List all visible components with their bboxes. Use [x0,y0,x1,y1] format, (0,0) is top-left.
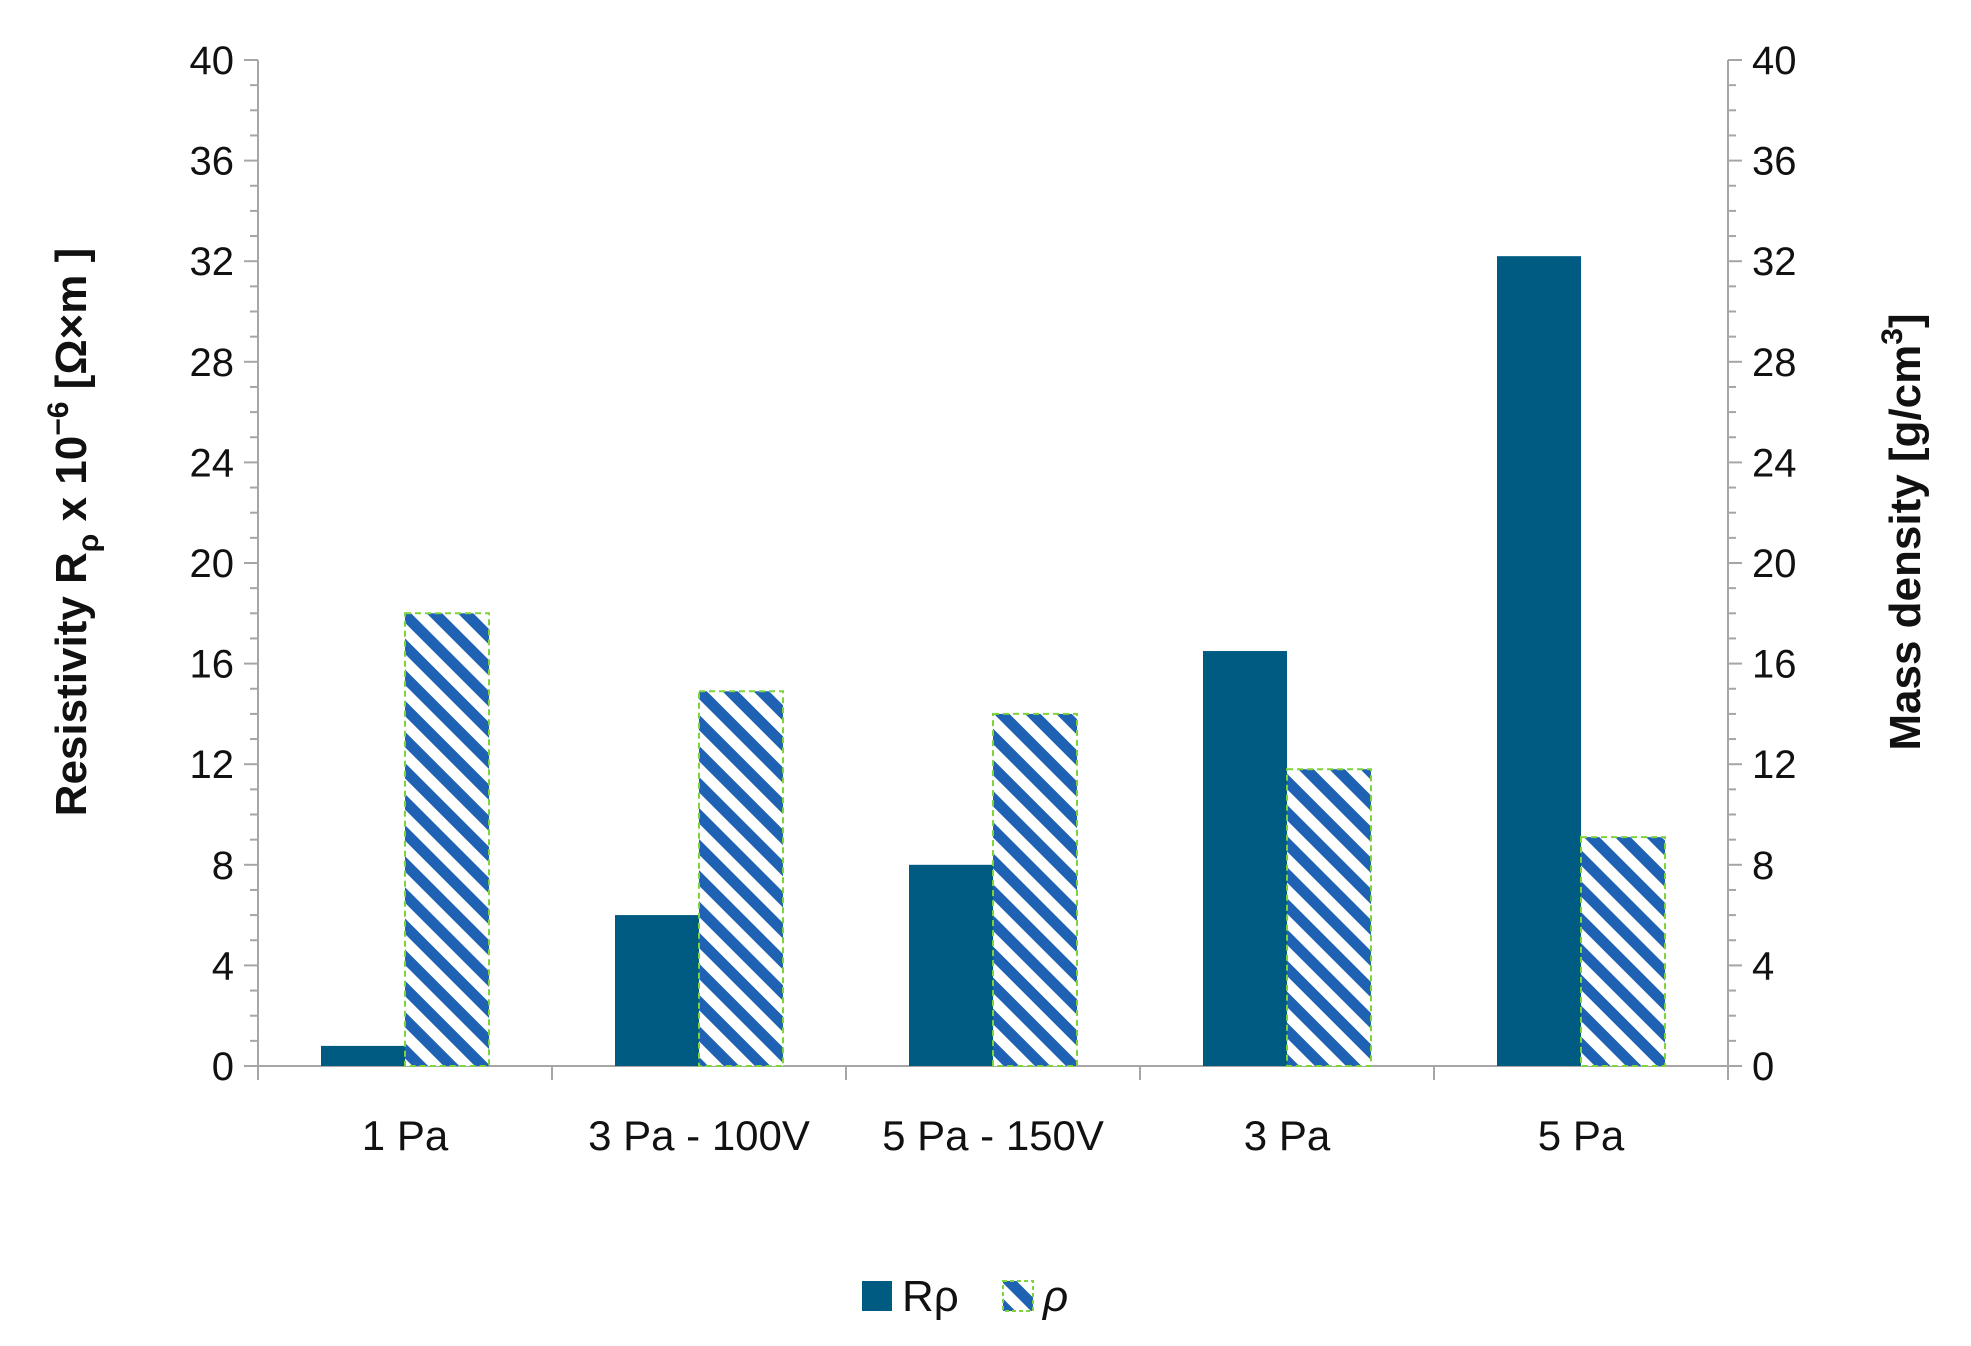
right-y-tick-label: 0 [1752,1045,1774,1089]
y-axis-title-superscript: −6 [42,402,75,436]
y-axis-right-title-close: ] [1881,313,1930,328]
left-y-tick-label: 36 [190,140,235,184]
y-axis-title-middle: x 10 [47,436,96,534]
legend-swatch-r-rho [862,1281,892,1311]
left-y-ticks: 0 4 8 12 16 20 24 28 32 36 40 [190,39,235,1089]
legend: Rρ ρ [862,1272,1068,1321]
left-y-tick-label: 40 [190,39,235,83]
bar-r-rho [1497,256,1581,1066]
x-category-label: 3 Pa - 100V [588,1112,810,1159]
y-axis-title-main: Resistivity R [47,552,96,816]
y-axis-right-title-main: Mass density [g/cm [1881,345,1930,751]
right-y-tick-label: 12 [1752,743,1797,787]
x-category-label: 5 Pa - 150V [882,1112,1104,1159]
right-y-tick-label: 36 [1752,140,1797,184]
left-y-tick-label: 8 [212,844,234,888]
right-y-tick-label: 8 [1752,844,1774,888]
y-axis-title-subscript: ρ [72,534,105,553]
legend-swatch-rho [1002,1280,1034,1312]
bar-r-rho [1203,651,1287,1066]
y-axis-title-unit: [Ω×m ] [47,248,96,402]
category-labels: 1 Pa 3 Pa - 100V 5 Pa - 150V 3 Pa 5 Pa [362,1112,1625,1159]
bar-rho [404,612,490,1067]
legend-label-r-rho: Rρ [902,1272,959,1321]
bar-r-rho [615,915,699,1066]
right-y-tick-label: 32 [1752,240,1797,284]
y-axis-right-title-superscript: 3 [1876,328,1909,345]
y-axis-title-right: Mass density [g/cm3] [1876,313,1930,750]
left-y-tick-label: 20 [190,542,235,586]
right-y-tick-label: 20 [1752,542,1797,586]
bar-rho [698,690,784,1067]
x-category-label: 1 Pa [362,1112,449,1159]
left-y-tick-label: 28 [190,341,235,385]
left-y-tick-label: 0 [212,1045,234,1089]
right-y-tick-label: 24 [1752,441,1797,485]
bar-rho [1580,836,1666,1068]
y-axis-title-left: Resistivity Rρ x 10−6 [Ω×m ] [42,248,105,817]
bars [321,256,1666,1068]
bar-r-rho [909,864,993,1066]
bar-r-rho [321,1045,405,1066]
x-category-label: 3 Pa [1244,1112,1331,1159]
left-y-tick-label: 4 [212,944,234,988]
bar-rho [1286,768,1372,1067]
legend-label-rho: ρ [1041,1272,1068,1321]
left-y-tick-label: 16 [190,643,235,687]
right-y-tick-label: 16 [1752,643,1797,687]
x-category-label: 5 Pa [1538,1112,1625,1159]
bar-rho [992,712,1078,1068]
right-y-tick-label: 4 [1752,944,1774,988]
left-y-tick-label: 24 [190,441,235,485]
right-y-tick-label: 28 [1752,341,1797,385]
left-y-tick-label: 32 [190,240,235,284]
right-y-ticks: 0 4 8 12 16 20 24 28 32 36 40 [1752,39,1797,1089]
left-y-tick-label: 12 [190,743,235,787]
right-y-tick-label: 40 [1752,39,1797,83]
